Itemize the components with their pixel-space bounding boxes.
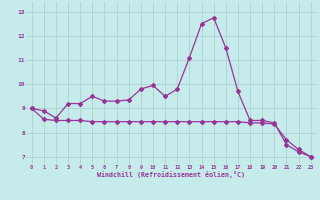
X-axis label: Windchill (Refroidissement éolien,°C): Windchill (Refroidissement éolien,°C)	[97, 171, 245, 178]
